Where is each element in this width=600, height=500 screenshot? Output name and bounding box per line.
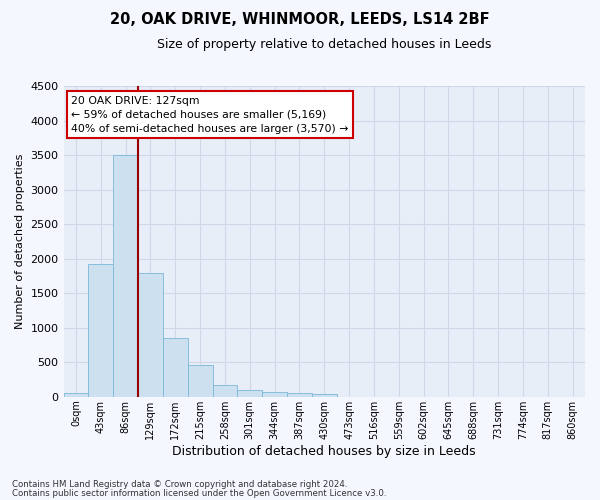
X-axis label: Distribution of detached houses by size in Leeds: Distribution of detached houses by size …: [172, 444, 476, 458]
Bar: [312, 394, 337, 397]
Y-axis label: Number of detached properties: Number of detached properties: [15, 154, 25, 330]
Bar: [287, 393, 312, 397]
Text: 20 OAK DRIVE: 127sqm
← 59% of detached houses are smaller (5,169)
40% of semi-de: 20 OAK DRIVE: 127sqm ← 59% of detached h…: [71, 96, 349, 134]
Bar: [188, 365, 212, 397]
Bar: [64, 394, 88, 397]
Title: Size of property relative to detached houses in Leeds: Size of property relative to detached ho…: [157, 38, 491, 51]
Bar: [138, 274, 163, 397]
Text: Contains public sector information licensed under the Open Government Licence v3: Contains public sector information licen…: [12, 489, 386, 498]
Bar: [113, 154, 138, 397]
Bar: [212, 386, 238, 397]
Text: Contains HM Land Registry data © Crown copyright and database right 2024.: Contains HM Land Registry data © Crown c…: [12, 480, 347, 489]
Bar: [238, 390, 262, 397]
Bar: [88, 264, 113, 397]
Bar: [163, 338, 188, 397]
Text: 20, OAK DRIVE, WHINMOOR, LEEDS, LS14 2BF: 20, OAK DRIVE, WHINMOOR, LEEDS, LS14 2BF: [110, 12, 490, 28]
Bar: [262, 392, 287, 397]
